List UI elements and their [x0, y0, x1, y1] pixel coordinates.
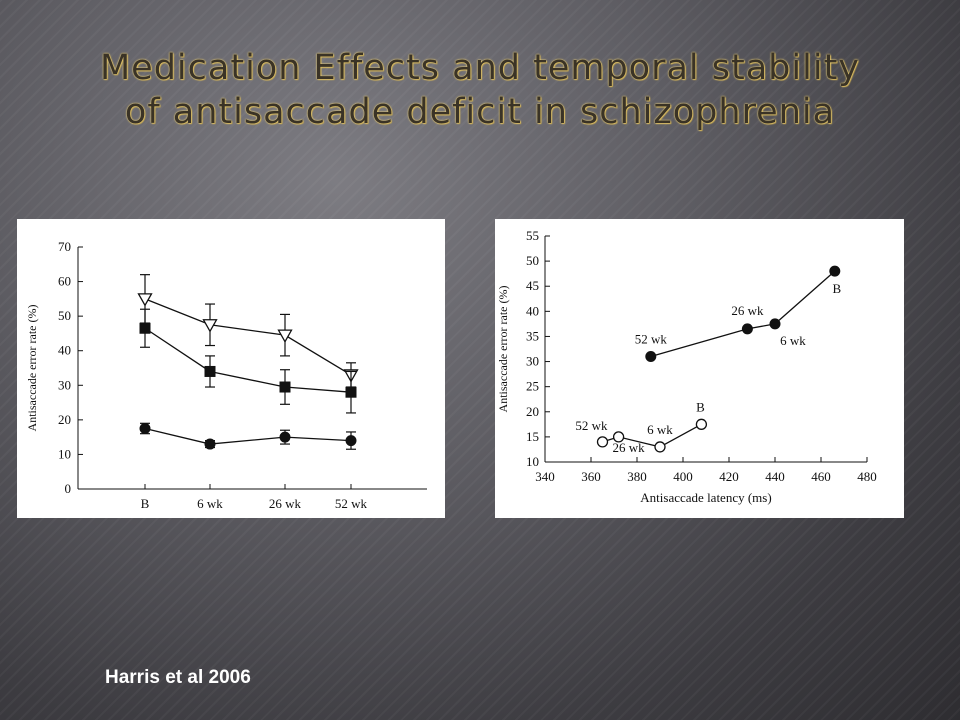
data-point: [277, 329, 293, 343]
series-line: [602, 423, 702, 448]
point-label: B: [832, 281, 841, 296]
y-tick-label: 50: [526, 253, 539, 268]
y-axis-label: Antisaccade error rate (%): [496, 286, 510, 413]
point-label: 52 wk: [635, 332, 668, 347]
data-point: [279, 431, 291, 443]
title-line-2: of antisaccade deficit in schizophrenia: [124, 92, 836, 132]
y-tick-label: 25: [526, 379, 539, 394]
x-tick-label: 420: [719, 469, 739, 484]
x-tick-label: 52 wk: [335, 496, 368, 511]
data-point: [695, 418, 708, 430]
y-tick-label: 40: [58, 343, 71, 358]
title-line-1: Medication Effects and temporal stabilit…: [99, 48, 861, 88]
point-label: B: [696, 399, 705, 414]
y-tick-label: 40: [526, 303, 539, 318]
y-tick-label: 10: [526, 454, 539, 469]
point-label: 26 wk: [731, 303, 764, 318]
data-point: [645, 351, 657, 363]
x-tick-label: 26 wk: [269, 496, 302, 511]
x-tick-label: 360: [581, 469, 601, 484]
y-tick-label: 55: [526, 228, 539, 243]
data-point: [137, 293, 153, 307]
y-tick-label: 0: [65, 481, 72, 496]
y-tick-label: 15: [526, 429, 539, 444]
y-tick-label: 30: [58, 377, 71, 392]
point-label: 6 wk: [647, 422, 673, 437]
y-tick-label: 60: [58, 274, 71, 289]
data-point: [741, 323, 753, 335]
x-tick-label: 460: [811, 469, 831, 484]
x-tick-label: 340: [535, 469, 555, 484]
series-line: [144, 327, 352, 393]
y-tick-label: 10: [58, 446, 71, 461]
y-tick-label: 30: [526, 354, 539, 369]
point-label: 6 wk: [780, 333, 806, 348]
data-point: [279, 381, 291, 393]
data-point: [769, 318, 781, 330]
error-rate-vs-latency-chart: 10 15 20 25 30 35 40 45 50 55 340 360 380 400 420 440 46…: [495, 219, 904, 518]
citation: Harris et al 2006: [105, 667, 251, 688]
data-point: [204, 365, 216, 377]
data-point: [345, 386, 357, 398]
error-rate-by-timepoint-chart: 0 10 20 30 40 50 60 70 B 6 wk 26 wk 52 wk Antisaccad…: [17, 219, 445, 518]
x-tick-label: B: [141, 496, 150, 511]
data-point: [139, 423, 151, 434]
y-tick-label: 45: [526, 278, 539, 293]
y-axis-label: Antisaccade error rate (%): [25, 305, 39, 432]
x-tick-label: 380: [627, 469, 647, 484]
data-point: [202, 319, 218, 333]
series-line: [650, 270, 836, 358]
data-point: [829, 265, 841, 277]
data-point: [139, 322, 151, 334]
series-line: [144, 427, 352, 445]
y-tick-label: 50: [58, 308, 71, 323]
x-axis-label: Antisaccade latency (ms): [640, 490, 771, 505]
data-point: [654, 441, 666, 453]
data-point: [345, 435, 357, 447]
data-point: [204, 438, 216, 450]
line-chart-svg: 0 10 20 30 40 50 60 70 B 6 wk 26 wk 52 wk Antisaccad…: [25, 239, 427, 511]
y-tick-label: 35: [526, 328, 539, 343]
y-tick-label: 20: [526, 404, 539, 419]
series-line: [144, 298, 352, 376]
point-label: 26 wk: [613, 440, 646, 455]
data-point: [612, 431, 625, 443]
data-point: [596, 436, 609, 448]
slide-title: Medication Effects and temporal stabilit…: [40, 46, 920, 134]
y-tick-label: 70: [58, 239, 71, 254]
x-tick-label: 440: [765, 469, 785, 484]
x-tick-label: 480: [857, 469, 877, 484]
point-label: 52 wk: [575, 418, 608, 433]
scatter-chart-svg: 10 15 20 25 30 35 40 45 50 55 340 360 380 400 420 440 46…: [496, 228, 877, 505]
x-tick-label: 6 wk: [197, 496, 223, 511]
y-tick-label: 20: [58, 412, 71, 427]
x-tick-label: 400: [673, 469, 693, 484]
